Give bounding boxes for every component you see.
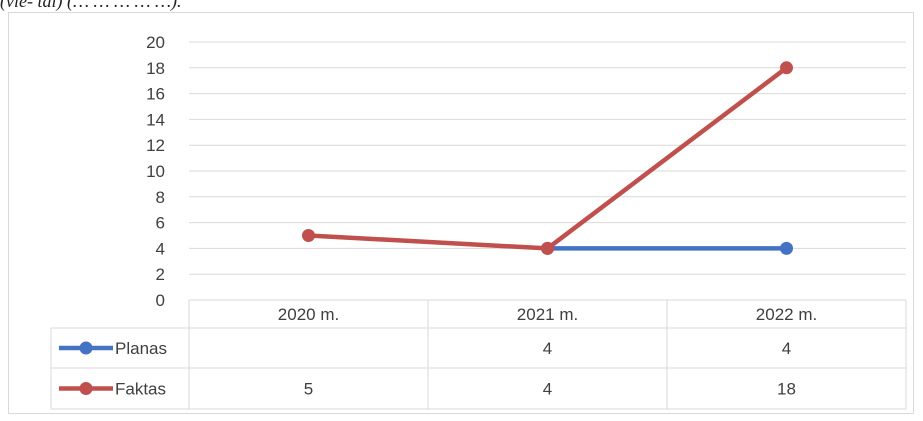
y-tick-label: 8 <box>156 188 165 207</box>
x-tick-label: 2020 m. <box>278 305 339 324</box>
y-tick-label: 18 <box>146 59 165 78</box>
data-table-value: 4 <box>543 339 552 358</box>
data-point-faktas <box>541 241 554 255</box>
chart-frame: 0 2 4 6 8 10 12 14 16 18 20 2020 m. 2021 m. 2022 m. P… <box>8 12 914 414</box>
y-tick-label: 10 <box>146 162 165 181</box>
data-table-value: 18 <box>777 380 796 399</box>
data-table-value: 5 <box>304 380 313 399</box>
y-tick-label: 16 <box>146 85 165 104</box>
data-point-faktas <box>780 61 793 75</box>
data-table-value: 4 <box>543 380 552 399</box>
x-tick-label: 2022 m. <box>756 305 817 324</box>
y-tick-label: 20 <box>146 33 165 52</box>
y-tick-label: 4 <box>156 239 165 258</box>
y-tick-label: 2 <box>156 265 165 284</box>
data-point-faktas <box>302 229 315 242</box>
legend-key-marker <box>79 341 93 355</box>
legend-label: Planas <box>115 339 167 358</box>
series-line-faktas <box>308 66 788 251</box>
legend-key-marker <box>79 382 93 395</box>
data-point-planas <box>780 241 793 255</box>
y-tick-label: 14 <box>146 110 165 129</box>
y-tick-label: 6 <box>156 214 165 233</box>
cropped-caption-text: (vie- tai) (… … … … …). <box>0 0 182 11</box>
data-table-value: 4 <box>782 339 791 358</box>
y-tick-label: 12 <box>146 136 165 155</box>
legend-label: Faktas <box>115 380 166 399</box>
line-chart: 0 2 4 6 8 10 12 14 16 18 20 2020 m. 2021 m. 2022 m. P… <box>50 33 907 410</box>
y-tick-label: 0 <box>156 291 165 310</box>
x-tick-label: 2021 m. <box>517 305 578 324</box>
